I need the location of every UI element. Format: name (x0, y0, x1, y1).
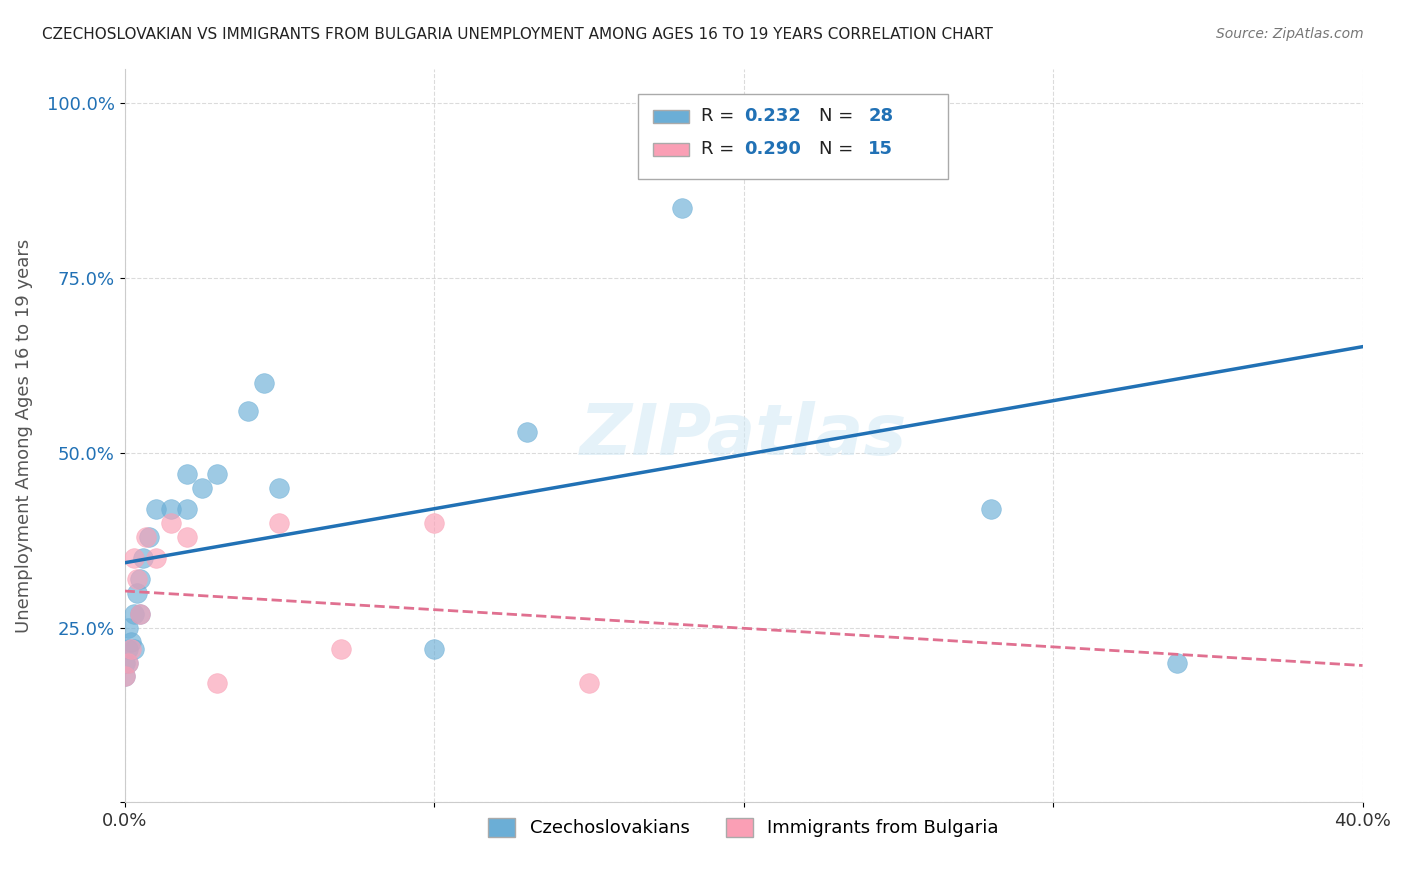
Point (138, 530, 160, 544)
Point (207, 467, 229, 481)
Point (129, 607, 152, 621)
Point (122, 641, 145, 656)
Point (125, 585, 148, 599)
Point (114, 656, 136, 670)
Text: ZIPatlas: ZIPatlas (579, 401, 907, 470)
Point (176, 530, 198, 544)
Point (671, 201, 693, 215)
Y-axis label: Unemployment Among Ages 16 to 19 years: Unemployment Among Ages 16 to 19 years (15, 238, 32, 632)
Point (125, 572, 148, 586)
Text: 15: 15 (869, 140, 893, 158)
Point (330, 641, 353, 656)
Point (238, 404, 260, 418)
Point (117, 656, 139, 670)
Point (117, 656, 139, 670)
Point (207, 676, 229, 690)
Point (253, 376, 276, 390)
Text: 28: 28 (869, 107, 893, 125)
Point (120, 634, 142, 648)
Point (423, 516, 446, 530)
Point (114, 669, 136, 683)
Point (423, 641, 446, 656)
Text: 0.232: 0.232 (745, 107, 801, 125)
Legend: Czechoslovakians, Immigrants from Bulgaria: Czechoslovakians, Immigrants from Bulgar… (481, 811, 1007, 845)
Point (160, 501, 183, 516)
Point (578, 676, 600, 690)
Point (129, 572, 152, 586)
Point (794, 153, 817, 167)
Point (117, 641, 139, 656)
Point (269, 481, 291, 495)
Point (176, 501, 198, 516)
Point (122, 607, 145, 621)
Text: 0.290: 0.290 (745, 140, 801, 158)
Text: CZECHOSLOVAKIAN VS IMMIGRANTS FROM BULGARIA UNEMPLOYMENT AMONG AGES 16 TO 19 YEA: CZECHOSLOVAKIAN VS IMMIGRANTS FROM BULGA… (42, 27, 993, 42)
Point (516, 425, 538, 439)
FancyBboxPatch shape (654, 143, 689, 156)
Point (135, 530, 157, 544)
Point (132, 550, 155, 565)
Point (191, 481, 214, 495)
Text: R =: R = (702, 107, 740, 125)
Text: Source: ZipAtlas.com: Source: ZipAtlas.com (1216, 27, 1364, 41)
Point (269, 516, 291, 530)
Point (160, 516, 183, 530)
Point (114, 669, 136, 683)
Text: N =: N = (818, 107, 859, 125)
Point (145, 501, 167, 516)
Point (176, 467, 198, 481)
Point (1166, 656, 1188, 670)
Point (122, 550, 145, 565)
Point (129, 607, 152, 621)
FancyBboxPatch shape (654, 110, 689, 123)
FancyBboxPatch shape (638, 95, 948, 178)
Point (145, 550, 167, 565)
Text: N =: N = (818, 140, 859, 158)
Point (120, 641, 142, 656)
Point (980, 501, 1002, 516)
Text: R =: R = (702, 140, 740, 158)
Point (117, 621, 139, 635)
